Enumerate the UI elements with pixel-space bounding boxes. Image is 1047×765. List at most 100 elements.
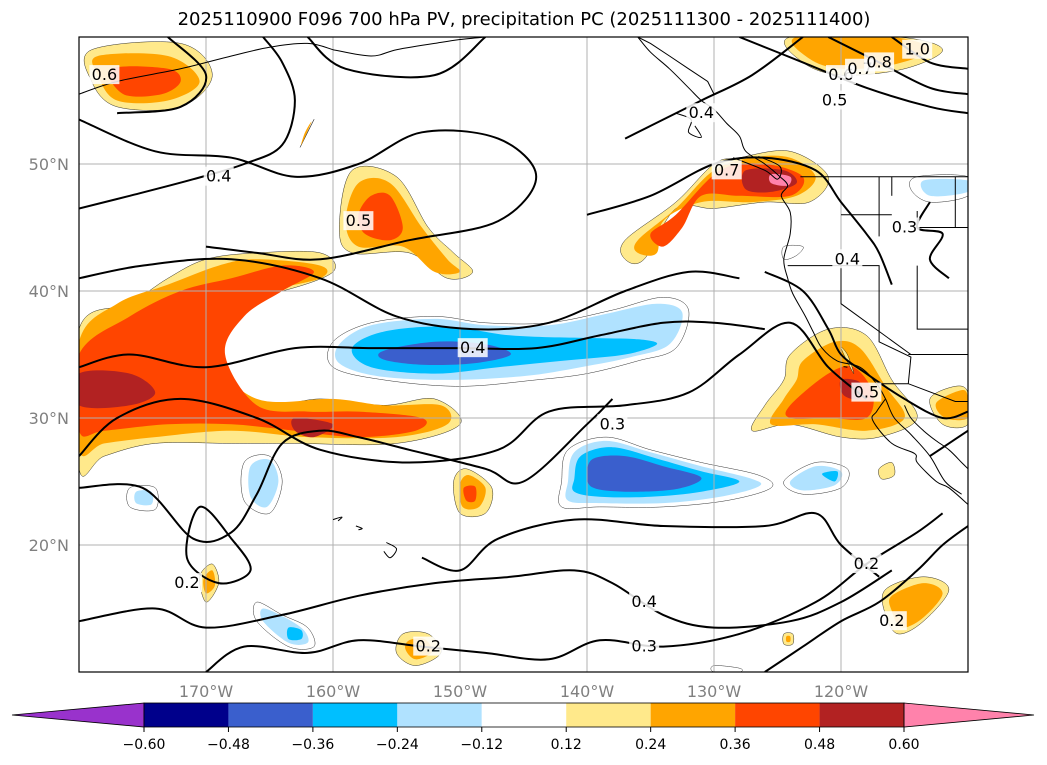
pv-contour-2	[116, 37, 208, 115]
colorbar-bin-2	[312, 703, 398, 727]
colorbar-tick-label: 0.60	[888, 737, 919, 753]
pv-contour-label-bg	[203, 166, 234, 186]
pv-contour-5	[79, 320, 765, 369]
colorbar-tick-label: −0.48	[207, 737, 250, 753]
pv-contour-label-bg	[457, 338, 488, 358]
colorbar-tick-label: −0.36	[291, 737, 334, 753]
pv-contour-label-19: 0.2	[851, 554, 882, 574]
precip-region-8	[299, 119, 315, 148]
pv-contour-label-bg	[876, 611, 907, 631]
pv-contour-13	[586, 156, 893, 285]
coastline-1	[332, 37, 486, 57]
pv-contour-20	[929, 429, 968, 457]
precip-region-3	[79, 370, 156, 409]
pv-contour-3	[306, 37, 487, 79]
colorbar-bin-8	[819, 703, 904, 727]
pv-contour-label-bg	[889, 217, 920, 237]
pv-contour-label-bg	[597, 414, 628, 434]
colorbar-tick-label: 0.48	[804, 737, 835, 753]
x-tick-label: 130°W	[687, 682, 742, 701]
pv-contour-label-17: 0.4	[629, 592, 660, 612]
coastline-3	[871, 398, 968, 505]
pv-contour-label-text: 0.4	[689, 103, 714, 122]
pv-contour-label-bg	[171, 573, 202, 593]
pv-contour-label-18: 0.3	[629, 636, 660, 656]
precip-region-7	[108, 66, 181, 97]
pv-contour-label-11: 1.0	[902, 39, 933, 59]
pv-contour-label-text: 0.4	[835, 249, 860, 268]
political-border-3	[876, 383, 968, 402]
coastline-6	[355, 525, 363, 531]
colorbar-extend-max	[903, 702, 1035, 728]
y-tick-label: 20°N	[29, 536, 69, 555]
coastline-10	[843, 366, 848, 368]
precip-region-46	[587, 455, 702, 492]
precip-region-2	[79, 265, 427, 438]
political-border-4	[840, 265, 912, 355]
pv-contour-label-bg	[711, 160, 742, 180]
pv-contour-label-15: 0.2	[171, 573, 202, 593]
pv-contour-label-text: 0.5	[346, 211, 371, 230]
colorbar-bin-1	[228, 703, 313, 727]
pv-contour-label-text: 0.4	[460, 338, 485, 357]
precip-region-59	[781, 245, 804, 260]
pv-contour-9	[421, 511, 880, 578]
precip-region-34	[785, 635, 791, 643]
coastline-9	[732, 155, 782, 180]
colorbar-outline	[143, 702, 905, 728]
pv-contour-label-10: 0.5	[819, 90, 850, 110]
precip-region-49	[821, 470, 839, 482]
colorbar-tick-label: 0.24	[635, 737, 666, 753]
precip-region-53	[134, 490, 154, 506]
pv-contour-label-2: 0.5	[343, 211, 374, 231]
pv-contour-label-bg	[832, 249, 863, 269]
pv-contour-label-text: 0.2	[174, 573, 199, 592]
pv-contour-16	[827, 37, 968, 96]
pv-contour-label-1: 0.4	[203, 166, 234, 186]
pv-contour-label-bg	[851, 554, 882, 574]
pv-contour-1	[79, 118, 538, 261]
pv-contour-label-bg	[343, 211, 374, 231]
pv-contour-label-bg	[686, 103, 717, 123]
pv-contour-label-layer: 0.60.40.50.40.30.40.70.60.70.80.51.00.30…	[89, 39, 933, 656]
pv-contour-label-bg	[902, 39, 933, 59]
precip-region-56	[286, 627, 303, 641]
map-frame	[78, 36, 969, 673]
precip-region-35	[878, 462, 896, 480]
pv-contour-label-text: 0.2	[416, 637, 441, 656]
colorbar-bin-6	[650, 703, 736, 727]
y-tick-label: 50°N	[29, 155, 69, 174]
x-tick-label: 120°W	[814, 682, 869, 701]
colorbar-bin-5	[566, 703, 651, 727]
pv-contour-label-9: 0.8	[864, 52, 895, 72]
colorbar-bin-7	[735, 703, 820, 727]
pv-contour-label-bg	[629, 636, 660, 656]
pv-contour-label-20: 0.2	[876, 611, 907, 631]
colorbar-tick-label: −0.12	[460, 737, 503, 753]
pv-contour-6	[79, 321, 868, 464]
pv-contour-label-text: 0.4	[206, 167, 231, 186]
pv-contour-18	[764, 270, 968, 420]
x-tick-label: 160°W	[306, 682, 361, 701]
coastline-7	[332, 516, 343, 522]
pv-contour-7	[79, 398, 614, 543]
pv-contour-label-16: 0.2	[413, 636, 444, 656]
pv-contour-label-text: 0.2	[879, 611, 904, 630]
y-tick-label: 40°N	[29, 282, 69, 301]
colorbar-tick-label: −0.60	[123, 737, 166, 753]
precip-region-9	[301, 121, 312, 146]
pv-contour-label-text: 0.2	[854, 554, 879, 573]
pv-contour-14	[624, 37, 804, 140]
x-tick-label: 170°W	[179, 682, 234, 701]
political-border-6	[916, 265, 968, 330]
colorbar	[11, 702, 1035, 728]
x-tick-label: 150°W	[433, 682, 488, 701]
pv-contour-label-3: 0.4	[457, 338, 488, 358]
coastline-4	[904, 405, 968, 470]
pv-contour-label-bg	[89, 65, 120, 85]
pv-contour-label-12: 0.3	[889, 217, 920, 237]
pv-contour-label-bg	[851, 382, 882, 402]
pv-contour-label-text: 0.7	[714, 160, 739, 179]
colorbar-bin-0	[144, 703, 229, 727]
